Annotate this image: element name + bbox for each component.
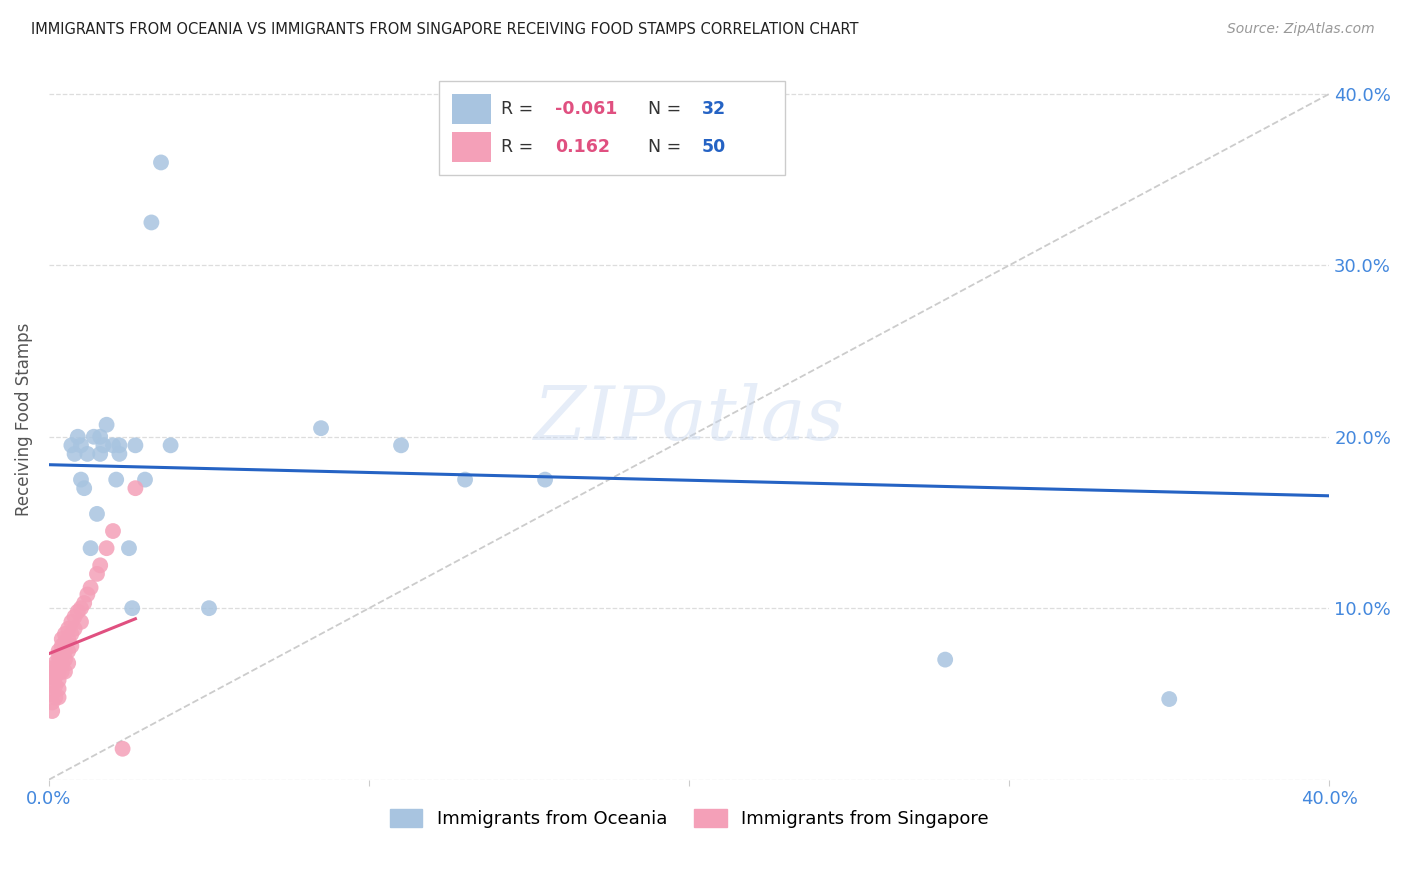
Point bbox=[44, 678, 66, 692]
Point bbox=[73, 596, 96, 610]
Point bbox=[66, 605, 89, 619]
Point bbox=[70, 615, 93, 629]
Point bbox=[79, 541, 101, 556]
Point bbox=[60, 639, 83, 653]
Point bbox=[934, 652, 956, 666]
Point bbox=[48, 673, 70, 688]
Point bbox=[89, 430, 111, 444]
Point bbox=[53, 644, 76, 658]
Point bbox=[124, 481, 146, 495]
Text: 50: 50 bbox=[702, 137, 725, 156]
Point bbox=[89, 558, 111, 573]
Point bbox=[63, 609, 86, 624]
Point bbox=[134, 473, 156, 487]
Point bbox=[105, 473, 128, 487]
Point bbox=[86, 566, 108, 581]
Point bbox=[60, 627, 83, 641]
Text: 0.162: 0.162 bbox=[555, 137, 610, 156]
Point bbox=[96, 541, 118, 556]
Point bbox=[121, 601, 143, 615]
FancyBboxPatch shape bbox=[453, 95, 491, 124]
Point bbox=[111, 741, 134, 756]
Point bbox=[63, 447, 86, 461]
Point bbox=[53, 665, 76, 679]
Point bbox=[41, 704, 63, 718]
Point bbox=[48, 665, 70, 679]
Point bbox=[41, 670, 63, 684]
FancyBboxPatch shape bbox=[440, 81, 785, 175]
Point bbox=[101, 524, 124, 538]
Point bbox=[38, 661, 60, 675]
Text: N =: N = bbox=[648, 137, 682, 156]
Point bbox=[389, 438, 412, 452]
Point bbox=[83, 430, 105, 444]
Text: ZIPatlas: ZIPatlas bbox=[534, 384, 845, 456]
Text: R =: R = bbox=[501, 137, 533, 156]
Point bbox=[51, 648, 73, 662]
Point bbox=[56, 644, 79, 658]
FancyBboxPatch shape bbox=[453, 132, 491, 161]
Point bbox=[44, 670, 66, 684]
Point bbox=[73, 481, 96, 495]
Point bbox=[159, 438, 181, 452]
Point bbox=[53, 635, 76, 649]
Text: R =: R = bbox=[501, 100, 533, 119]
Point bbox=[454, 473, 477, 487]
Point bbox=[44, 690, 66, 705]
Text: N =: N = bbox=[648, 100, 682, 119]
Point bbox=[108, 447, 131, 461]
Point bbox=[86, 507, 108, 521]
Point bbox=[48, 649, 70, 664]
Point bbox=[38, 670, 60, 684]
Point bbox=[51, 665, 73, 679]
Point bbox=[48, 681, 70, 696]
Point bbox=[44, 656, 66, 670]
Point bbox=[41, 696, 63, 710]
Point bbox=[101, 438, 124, 452]
Point bbox=[41, 687, 63, 701]
Point bbox=[96, 417, 118, 432]
Point bbox=[89, 447, 111, 461]
Point bbox=[118, 541, 141, 556]
Point bbox=[108, 438, 131, 452]
Point bbox=[53, 627, 76, 641]
Point bbox=[93, 438, 115, 452]
Point bbox=[53, 652, 76, 666]
Legend: Immigrants from Oceania, Immigrants from Singapore: Immigrants from Oceania, Immigrants from… bbox=[382, 802, 995, 836]
Point bbox=[66, 430, 89, 444]
Point bbox=[56, 632, 79, 646]
Point bbox=[60, 615, 83, 629]
Point bbox=[141, 215, 163, 229]
Point bbox=[41, 678, 63, 692]
Point bbox=[79, 581, 101, 595]
Point bbox=[76, 447, 98, 461]
Point bbox=[48, 656, 70, 670]
Point bbox=[76, 587, 98, 601]
Point bbox=[51, 639, 73, 653]
Point bbox=[534, 473, 557, 487]
Point bbox=[56, 622, 79, 636]
Point bbox=[124, 438, 146, 452]
Point bbox=[309, 421, 332, 435]
Point bbox=[51, 632, 73, 646]
Text: IMMIGRANTS FROM OCEANIA VS IMMIGRANTS FROM SINGAPORE RECEIVING FOOD STAMPS CORRE: IMMIGRANTS FROM OCEANIA VS IMMIGRANTS FR… bbox=[31, 22, 859, 37]
Point bbox=[48, 690, 70, 705]
Y-axis label: Receiving Food Stamps: Receiving Food Stamps bbox=[15, 323, 32, 516]
Point bbox=[70, 438, 93, 452]
Point bbox=[1159, 692, 1181, 706]
Point bbox=[48, 644, 70, 658]
Text: Source: ZipAtlas.com: Source: ZipAtlas.com bbox=[1227, 22, 1375, 37]
Text: 32: 32 bbox=[702, 100, 725, 119]
Point bbox=[51, 656, 73, 670]
Point bbox=[63, 622, 86, 636]
Point bbox=[70, 473, 93, 487]
Point bbox=[70, 601, 93, 615]
Point bbox=[60, 438, 83, 452]
Text: -0.061: -0.061 bbox=[555, 100, 617, 119]
Point bbox=[44, 665, 66, 679]
Point bbox=[198, 601, 221, 615]
Point bbox=[56, 656, 79, 670]
Point bbox=[150, 155, 173, 169]
